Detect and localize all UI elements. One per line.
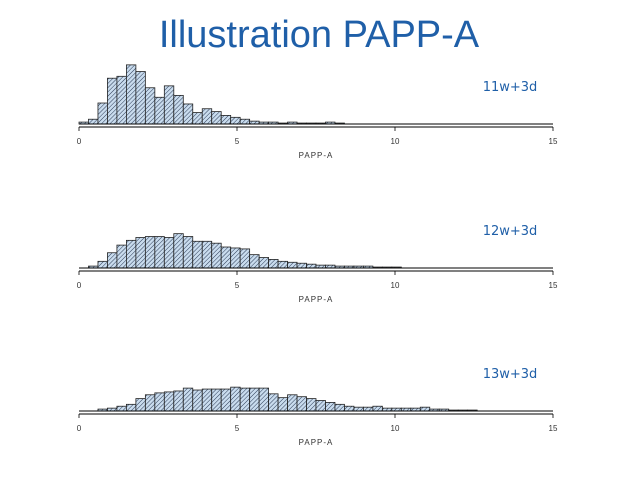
histogram-bar	[201, 240, 213, 269]
histogram-bar	[353, 406, 364, 412]
histogram-chart-11w: 0 5 10 15 PAPP-A 11w+3d	[77, 64, 558, 160]
histogram-bar	[239, 387, 251, 412]
histogram-bar	[296, 396, 307, 412]
histogram-bar	[154, 236, 165, 269]
histogram-bar	[97, 260, 108, 269]
histogram-bar	[220, 246, 232, 269]
histogram-bar	[362, 406, 374, 412]
histogram-bar	[182, 387, 194, 412]
histogram-bar	[344, 405, 355, 412]
page-title: Illustration PAPP-A	[158, 14, 480, 56]
histogram-bar	[97, 102, 108, 125]
x-tick-label: 15	[549, 281, 558, 290]
histogram-bar	[163, 85, 175, 125]
histogram-bar	[306, 263, 317, 269]
histogram-bar	[192, 389, 203, 412]
histogram-bar	[277, 260, 288, 269]
histogram-bar	[306, 398, 317, 412]
x-tick-label: 0	[77, 281, 82, 290]
histogram-bar	[107, 77, 118, 125]
histogram-bar	[116, 75, 127, 125]
histogram-bar	[182, 103, 194, 125]
histogram-bar	[88, 118, 99, 125]
gestational-age-label: 12w+3d	[483, 224, 538, 239]
histogram-bar	[239, 248, 251, 269]
x-tick-label: 5	[235, 424, 240, 433]
histogram-bar	[201, 108, 213, 125]
x-tick-label: 10	[391, 281, 400, 290]
x-tick-label: 0	[77, 137, 82, 146]
histogram-chart-12w: 0 5 10 15 PAPP-A 12w+3d	[77, 224, 558, 304]
histogram-bar	[173, 94, 184, 125]
histogram-bar	[211, 388, 222, 412]
histogram-bar	[201, 388, 213, 412]
histogram-bars	[78, 64, 345, 125]
x-tick-label: 5	[235, 281, 240, 290]
x-tick-label: 10	[391, 137, 400, 146]
histogram-bar	[230, 386, 241, 412]
histogram-bar	[182, 236, 194, 269]
x-axis-label: PAPP-A	[299, 151, 334, 160]
histogram-bar	[126, 64, 137, 125]
histogram-bar	[268, 393, 279, 412]
histogram-bar	[192, 112, 203, 125]
histogram-bar	[287, 261, 298, 269]
histogram-bar	[277, 397, 288, 412]
histogram-bar	[144, 236, 156, 269]
x-tick-label: 10	[391, 424, 400, 433]
histogram-bar	[334, 403, 345, 412]
histogram-bars	[88, 233, 402, 269]
histogram-bar	[163, 237, 175, 269]
histogram-bar	[258, 387, 269, 412]
histogram-bar	[154, 392, 165, 412]
histogram-bar	[211, 111, 222, 125]
histogram-bar	[211, 242, 222, 269]
histogram-bar	[230, 247, 241, 269]
histogram-bar	[126, 239, 137, 269]
histogram-bar	[220, 388, 232, 412]
histogram-bar	[220, 115, 232, 125]
histogram-bar	[135, 237, 146, 269]
gestational-age-label: 13w+3d	[483, 367, 538, 382]
histogram-bar	[230, 116, 241, 125]
histogram-bar	[419, 406, 431, 412]
gestational-age-label: 11w+3d	[483, 80, 538, 95]
histogram-bar	[144, 394, 156, 412]
histogram-bars	[97, 386, 478, 412]
histogram-bar	[372, 405, 383, 412]
histogram-bar	[107, 252, 118, 269]
x-tick-label: 15	[549, 137, 558, 146]
histogram-bar	[116, 405, 127, 412]
histogram-bar	[144, 87, 156, 125]
x-tick-label: 5	[235, 137, 240, 146]
histogram-bar	[239, 118, 251, 125]
x-axis-label: PAPP-A	[299, 295, 334, 304]
histogram-bar	[315, 400, 326, 412]
x-axis-label: PAPP-A	[299, 438, 334, 447]
histogram-bar	[287, 394, 298, 412]
histogram-bar	[249, 254, 260, 269]
histogram-bar	[135, 71, 146, 125]
histogram-bar	[173, 233, 184, 269]
histogram-bar	[325, 402, 336, 412]
histogram-bar	[163, 391, 175, 412]
histogram-bar	[258, 257, 269, 269]
histogram-bar	[126, 403, 137, 412]
histogram-bar	[135, 398, 146, 412]
histogram-bar	[192, 240, 203, 269]
histogram-bar	[268, 259, 279, 269]
histogram-chart-13w: 0 5 10 15 PAPP-A 13w+3d	[77, 367, 558, 447]
histogram-bar	[154, 96, 165, 125]
histogram-bar	[296, 262, 307, 269]
x-tick-label: 15	[549, 424, 558, 433]
histogram-bar	[249, 387, 260, 412]
histogram-bar	[173, 390, 184, 412]
x-tick-label: 0	[77, 424, 82, 433]
histogram-bar	[116, 244, 127, 269]
